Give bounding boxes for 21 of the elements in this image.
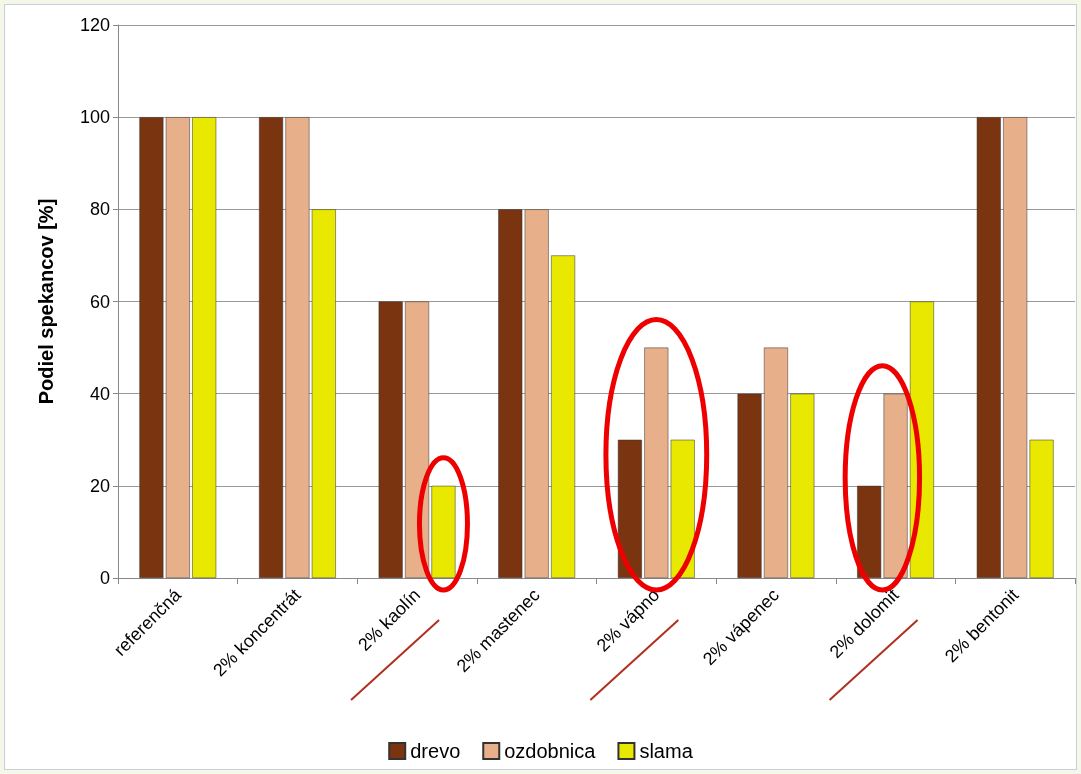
bar xyxy=(790,393,815,578)
bar xyxy=(192,117,217,578)
y-tick-label: 20 xyxy=(89,475,110,496)
y-tick-label: 40 xyxy=(89,383,110,404)
y-tick-label: 80 xyxy=(89,199,110,220)
y-axis-title: Podiel spekancov [%] xyxy=(35,198,57,405)
legend-label: ozdobnica xyxy=(504,740,597,762)
bar xyxy=(378,301,403,578)
y-tick-label: 60 xyxy=(89,291,110,312)
bar xyxy=(737,393,762,578)
bar xyxy=(551,255,576,578)
y-tick-label: 120 xyxy=(79,15,110,35)
bar xyxy=(431,485,456,578)
bar xyxy=(976,117,1001,578)
bar xyxy=(763,347,788,578)
y-tick-label: 0 xyxy=(99,568,110,588)
bar xyxy=(617,439,642,578)
legend-label: drevo xyxy=(410,740,461,762)
bar xyxy=(259,117,284,578)
legend-label: slama xyxy=(639,740,694,762)
y-tick-label: 100 xyxy=(79,107,110,128)
